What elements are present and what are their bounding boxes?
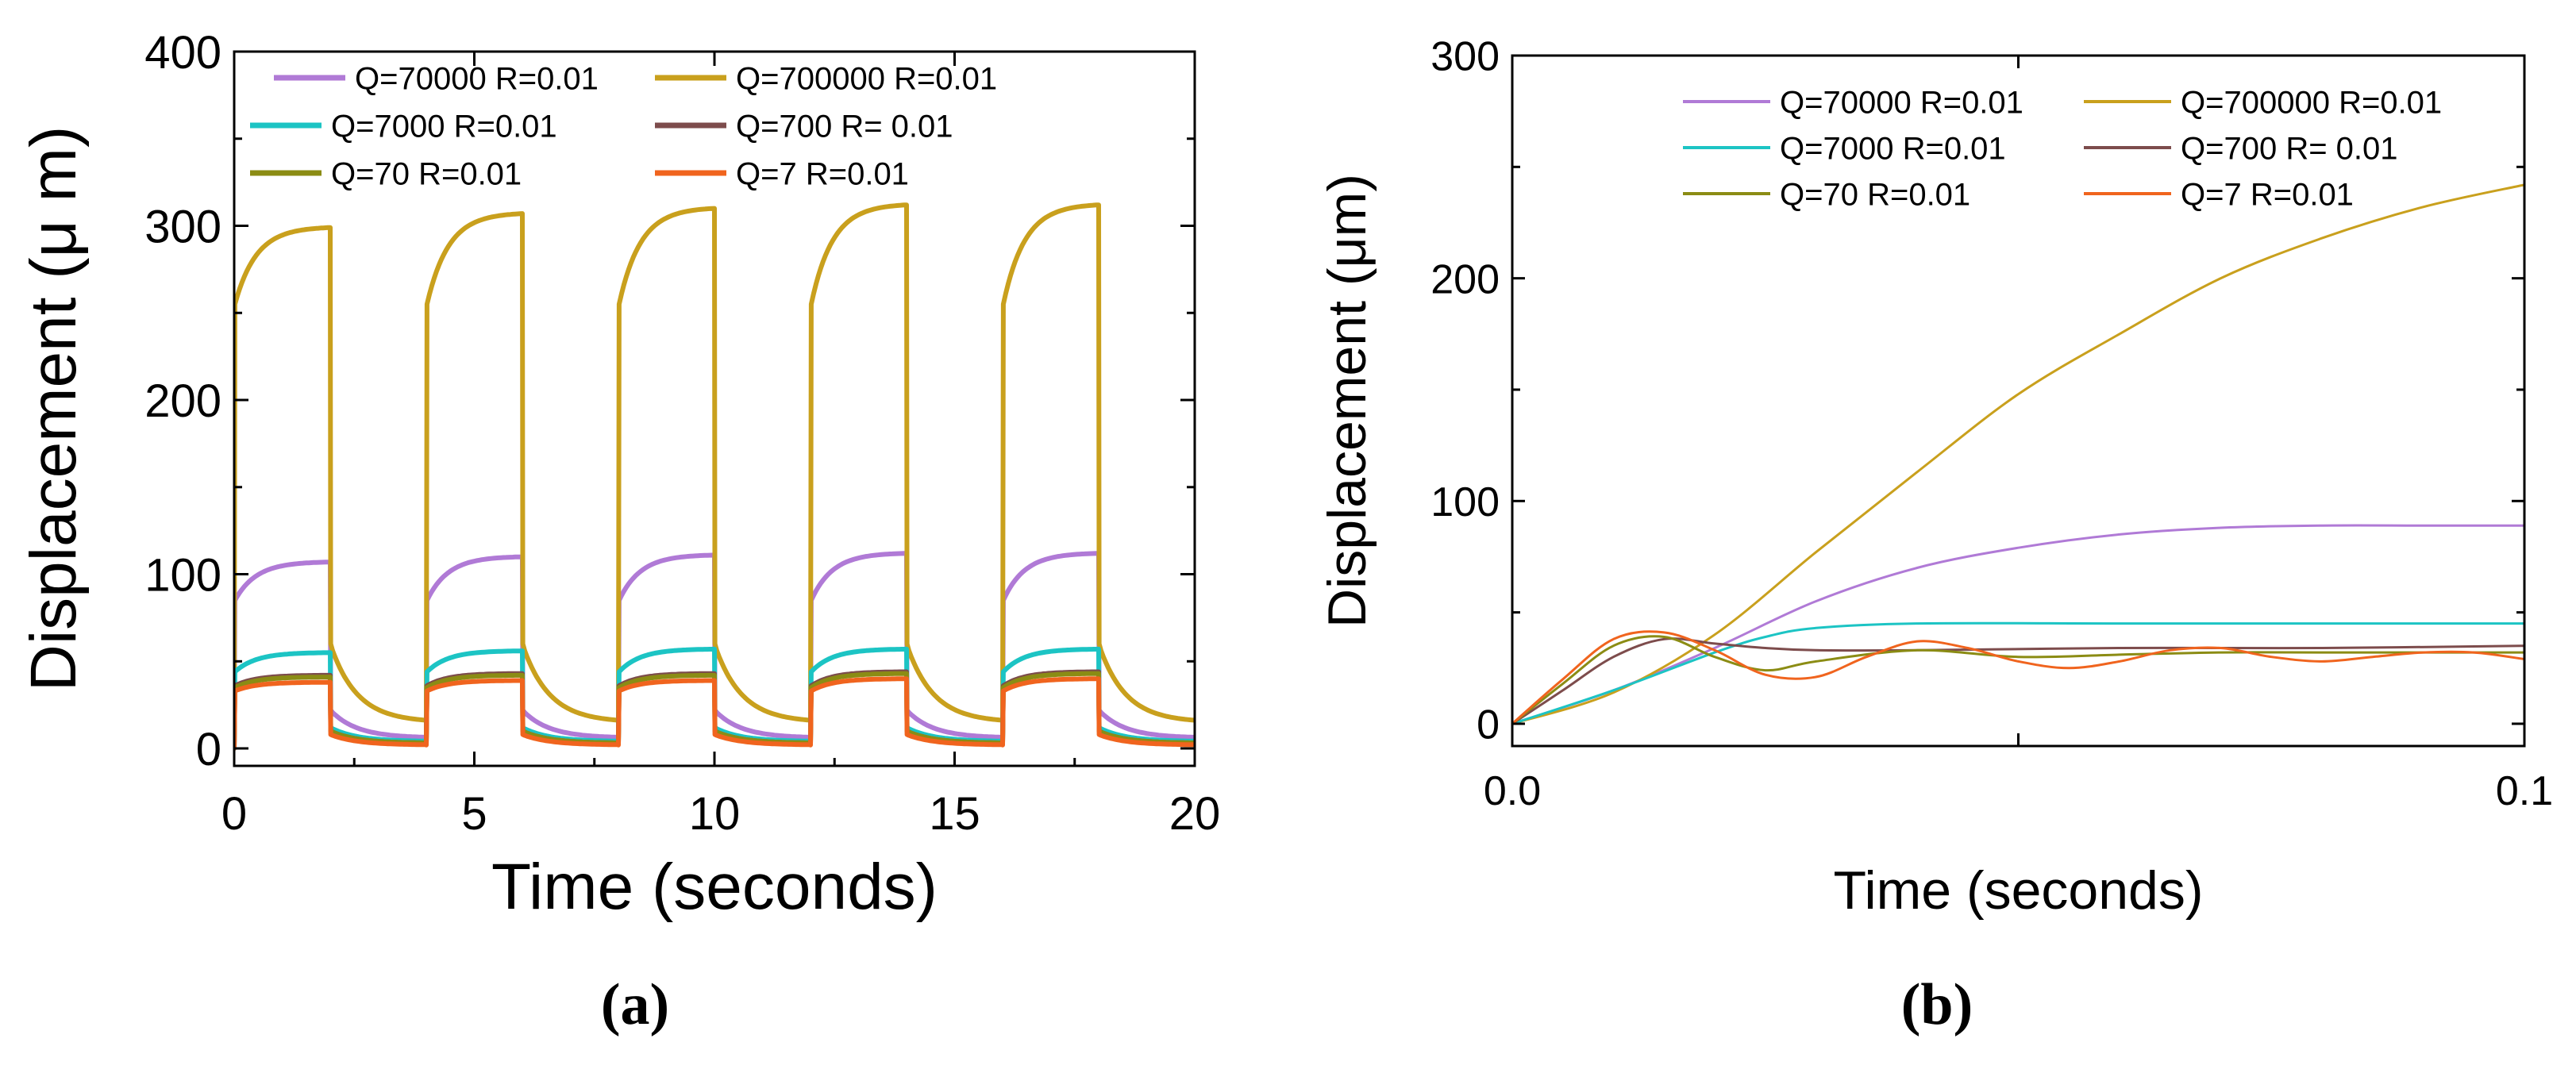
- legend-label: Q=700000 R=0.01: [2181, 85, 2442, 120]
- series-line-q-700-r-0-01: [1512, 637, 2524, 725]
- legend-item-q-70-r-0-01: Q=70 R=0.01: [1683, 177, 1970, 212]
- legend-item-q-7000-r-0-01: Q=7000 R=0.01: [250, 109, 557, 144]
- legend-item-q-700-r-0-01: Q=700 R= 0.01: [2084, 131, 2398, 166]
- series-lines: [234, 202, 1195, 751]
- x-axis-label: Time (seconds): [491, 851, 938, 923]
- legend-label: Q=7 R=0.01: [736, 156, 909, 191]
- legend-item-q-7-r-0-01: Q=7 R=0.01: [655, 156, 909, 191]
- legend-label: Q=70000 R=0.01: [1780, 85, 2023, 120]
- legend-label: Q=70 R=0.01: [331, 156, 522, 191]
- y-tick-label: 200: [144, 375, 221, 427]
- x-tick-label: 0.0: [1484, 768, 1541, 814]
- legend-label: Q=70 R=0.01: [1780, 177, 1970, 212]
- series-line-q-70-r-0-01: [1512, 635, 2524, 725]
- y-tick-label: 0: [1477, 702, 1500, 748]
- series-line-q-70000-r-0-01: [1512, 524, 2524, 725]
- legend: Q=70000 R=0.01 Q=700000 R=0.01 Q=7000 R=0.…: [1683, 85, 2442, 212]
- legend-item-q-70000-r-0-01: Q=70000 R=0.01: [274, 61, 599, 96]
- x-axis-label: Time (seconds): [1833, 860, 2203, 921]
- y-tick-label: 100: [1430, 479, 1500, 525]
- legend-item-q-700-r-0-01: Q=700 R= 0.01: [655, 109, 953, 144]
- legend-item-q-700000-r-0-01: Q=700000 R=0.01: [2084, 85, 2442, 120]
- caption-a: (a): [601, 972, 669, 1037]
- x-axis: 0 5 10 15 20: [221, 52, 1220, 840]
- y-tick-label: 200: [1430, 256, 1500, 302]
- panel-b-chart: 0.0 0.1 0 100 200 300 Time (seconds) Displaceme…: [1317, 34, 2553, 921]
- legend-item-q-7-r-0-01: Q=7 R=0.01: [2084, 177, 2354, 212]
- legend-label: Q=7 R=0.01: [2181, 177, 2354, 212]
- legend-label: Q=700 R= 0.01: [736, 109, 953, 144]
- legend-label: Q=7000 R=0.01: [1780, 131, 2006, 166]
- legend-label: Q=7000 R=0.01: [331, 109, 557, 144]
- y-tick-label: 100: [144, 549, 221, 601]
- x-tick-label: 15: [929, 788, 980, 840]
- y-axis: 0 100 200 300: [1430, 34, 2524, 748]
- y-tick-label: 300: [1430, 34, 1500, 80]
- legend-label: Q=70000 R=0.01: [355, 61, 599, 96]
- series-line-q-7000-r-0-01: [1512, 621, 2524, 725]
- x-tick-label: 20: [1169, 788, 1221, 840]
- y-axis-label: Displacement (μm): [1317, 174, 1377, 628]
- x-tick-label: 0.1: [2496, 768, 2553, 814]
- series-line-q-700000-r-0-01: [1512, 183, 2524, 725]
- caption-b: (b): [1901, 972, 1973, 1037]
- series-lines: [1512, 183, 2524, 725]
- y-tick-label: 400: [144, 27, 221, 79]
- legend-item-q-7000-r-0-01: Q=7000 R=0.01: [1683, 131, 2006, 166]
- legend-item-q-70-r-0-01: Q=70 R=0.01: [250, 156, 522, 191]
- x-tick-label: 10: [689, 788, 741, 840]
- x-tick-label: 5: [461, 788, 487, 840]
- series-line-q-7-r-0-01: [1512, 630, 2524, 725]
- y-tick-label: 0: [196, 724, 221, 775]
- series-line-q-7-r-0-01: [234, 676, 1195, 751]
- series-line-q-700000-r-0-01: [234, 202, 1195, 751]
- legend-label: Q=700000 R=0.01: [736, 61, 997, 96]
- legend-item-q-70000-r-0-01: Q=70000 R=0.01: [1683, 85, 2023, 120]
- legend: Q=70000 R=0.01 Q=700000 R=0.01 Q=7000 R=0.…: [250, 61, 997, 191]
- y-axis: 0 100 200 300 400: [144, 27, 1195, 775]
- legend-label: Q=700 R= 0.01: [2181, 131, 2398, 166]
- y-tick-label: 300: [144, 201, 221, 252]
- x-axis: 0.0 0.1: [1484, 56, 2553, 814]
- legend-item-q-700000-r-0-01: Q=700000 R=0.01: [655, 61, 997, 96]
- x-tick-label: 0: [221, 788, 247, 840]
- y-axis-label: Displacement (μ m): [17, 126, 90, 692]
